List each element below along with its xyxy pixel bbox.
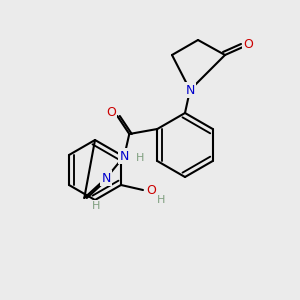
Text: N: N [102,172,111,184]
Text: O: O [146,184,156,196]
Text: N: N [185,83,195,97]
Text: H: H [136,153,145,163]
Text: N: N [120,149,129,163]
Text: H: H [157,195,165,205]
Text: O: O [106,106,116,118]
Text: O: O [243,38,253,52]
Text: H: H [92,201,100,211]
